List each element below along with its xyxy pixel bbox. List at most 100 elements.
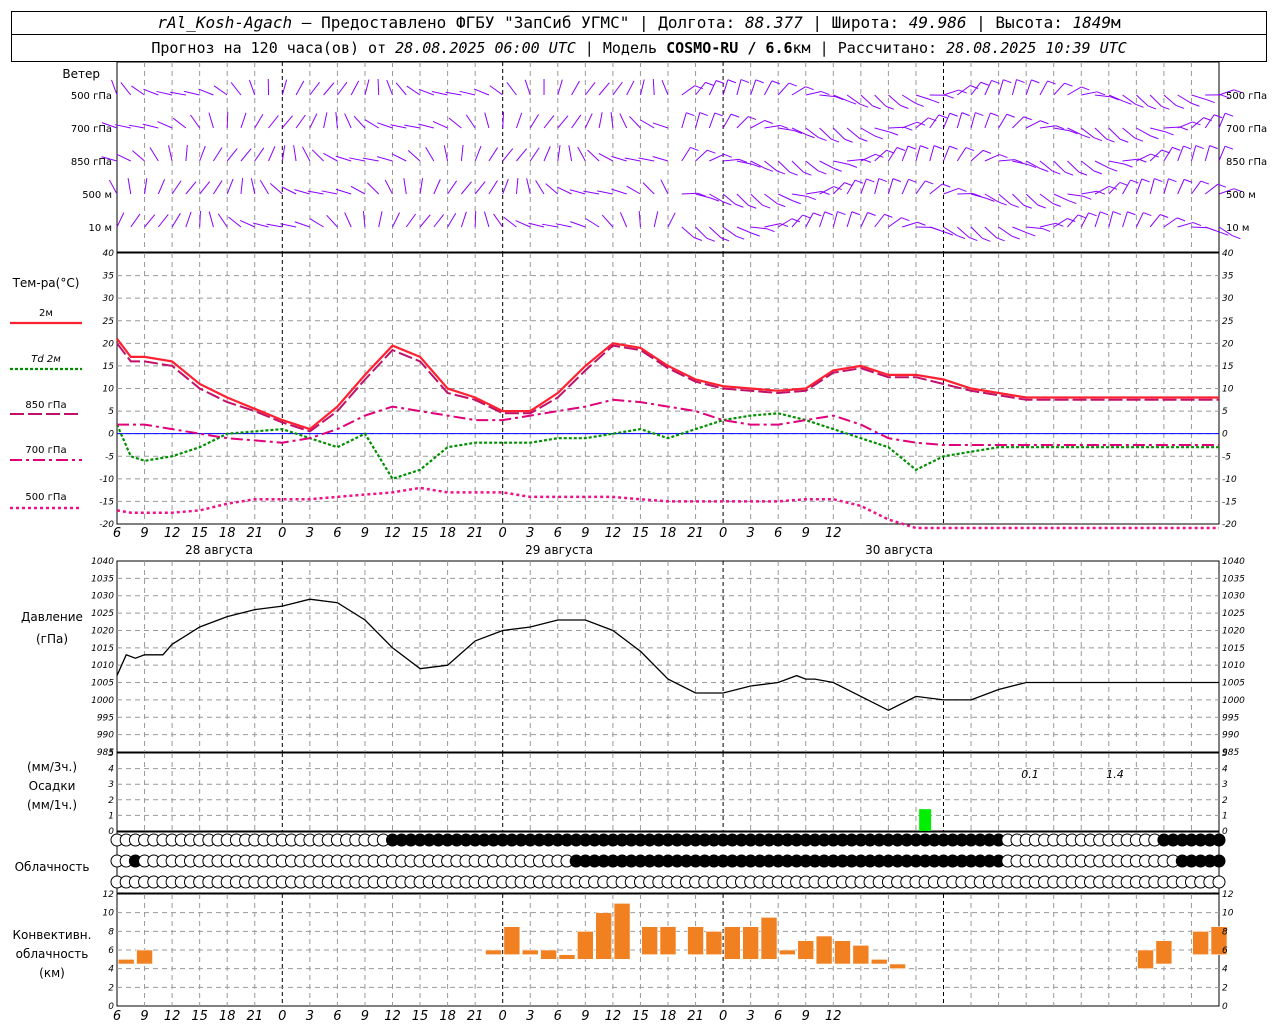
wind-barb-feather [1134, 137, 1144, 142]
wind-barb-feather [1011, 235, 1020, 240]
wind-barb [736, 160, 753, 165]
x-tick-label-bottom: 15 [412, 1009, 429, 1024]
wind-barb-feather [1010, 203, 1019, 208]
y-tick-label: 5 [108, 407, 114, 417]
wind-barb [681, 112, 687, 129]
wind-barb [1067, 193, 1084, 197]
y-tick-label: 985 [97, 748, 114, 758]
wind-barb-feather [874, 135, 883, 140]
wind-barb [638, 211, 641, 228]
wind-barb [1108, 211, 1114, 228]
wind-barb [722, 113, 732, 129]
wind-barb [1205, 226, 1221, 233]
wind-barb-feather [723, 153, 733, 158]
convective-bar [521, 949, 539, 955]
wind-barb-feather [1233, 188, 1243, 193]
wind-barb-feather [1014, 159, 1023, 164]
wind-barb [447, 180, 458, 195]
wind-barb [805, 212, 814, 228]
wind-barb [448, 117, 462, 129]
wind-barb [1039, 125, 1056, 129]
wind-barb [660, 179, 669, 195]
wind-barb-feather [1213, 114, 1223, 119]
y-tick-label-right: 985 [1222, 748, 1239, 758]
pressure-title: Давление [21, 610, 83, 624]
wind-barb [777, 160, 791, 173]
wind-barb-feather [720, 237, 730, 242]
wind-barb-feather [1123, 100, 1132, 105]
wind-barb-feather [1052, 170, 1061, 175]
wind-barb [984, 193, 999, 203]
wind-barb [157, 179, 166, 195]
wind-barb-feather [1206, 99, 1215, 104]
wind-barb [144, 178, 148, 195]
convective-bar [1210, 926, 1228, 955]
wind-barb [199, 145, 206, 162]
wind-barb [1177, 222, 1194, 228]
wind-barb-feather [833, 167, 842, 172]
wind-barb-feather [830, 138, 840, 143]
wind-barb [652, 156, 669, 162]
y-tick-label-right: 0 [1222, 1002, 1228, 1012]
y-tick-label-right: 3 [1222, 780, 1228, 790]
precip-bar [919, 809, 932, 831]
wind-barb [556, 186, 572, 195]
x-tick-label-bottom: 0 [719, 1009, 727, 1024]
wind-barb [846, 179, 856, 195]
wind-barb [805, 127, 819, 138]
wind-barb [377, 78, 380, 96]
wind-barb [281, 145, 286, 162]
wind-barb-feather [1143, 212, 1152, 217]
wind-barb [943, 89, 959, 96]
wind-barb [1025, 120, 1041, 129]
wind-barb [777, 193, 793, 202]
series-line-t850 [116, 342, 1219, 433]
wind-barb-feather [1200, 180, 1210, 185]
y-tick-label-right: 1020 [1222, 626, 1245, 636]
wind-barb-feather [1108, 185, 1118, 190]
wind-barb [778, 127, 795, 132]
wind-barb [364, 119, 379, 129]
x-tick-label: 15 [632, 526, 649, 541]
wind-barb-feather [949, 145, 958, 150]
wind-barb [529, 147, 540, 162]
wind-barb [1218, 146, 1226, 162]
wind-barb-feather [1220, 231, 1229, 236]
wind-barb [695, 149, 708, 162]
series-line-t700 [117, 398, 1219, 446]
wind-barb-feather [714, 112, 723, 117]
wind-barb [640, 119, 655, 129]
wind-level-label-right: 850 гПа [1226, 157, 1267, 168]
wind-barb-feather [1077, 214, 1087, 219]
wind-barb [695, 112, 701, 129]
wind-barb [1039, 222, 1056, 228]
wind-barb [378, 211, 383, 228]
wind-barb [626, 80, 635, 96]
wind-barb [1135, 178, 1143, 195]
wind-barb-feather [690, 147, 699, 151]
wind-barb [183, 90, 200, 96]
wind-barb-feather [1093, 137, 1103, 142]
wind-barb [1081, 91, 1098, 96]
wind-barb-feather [982, 237, 991, 242]
y-tick-label: -20 [99, 520, 114, 530]
wind-barb-feather [878, 178, 888, 183]
wind-barb [301, 146, 311, 162]
wind-barb [295, 80, 305, 96]
y-tick-label-right: 40 [1222, 249, 1234, 259]
wind-barb [226, 148, 238, 162]
wind-barb-feather [1023, 204, 1032, 209]
wind-barb-feather [730, 113, 740, 118]
wind-barb [819, 127, 832, 140]
wind-barb [791, 127, 807, 136]
wind-barb [577, 146, 586, 162]
wind-barb-feather [1040, 168, 1049, 172]
wind-barb-feather [961, 112, 970, 117]
wind-barb-feather [1052, 203, 1061, 207]
wind-barb [502, 111, 505, 129]
wind-barb [506, 81, 517, 96]
legend-label-t850: 850 гПа [25, 400, 66, 411]
wind-barb [157, 214, 169, 228]
x-tick-label: 0 [719, 526, 727, 541]
x-tick-label-bottom: 18 [219, 1009, 236, 1024]
